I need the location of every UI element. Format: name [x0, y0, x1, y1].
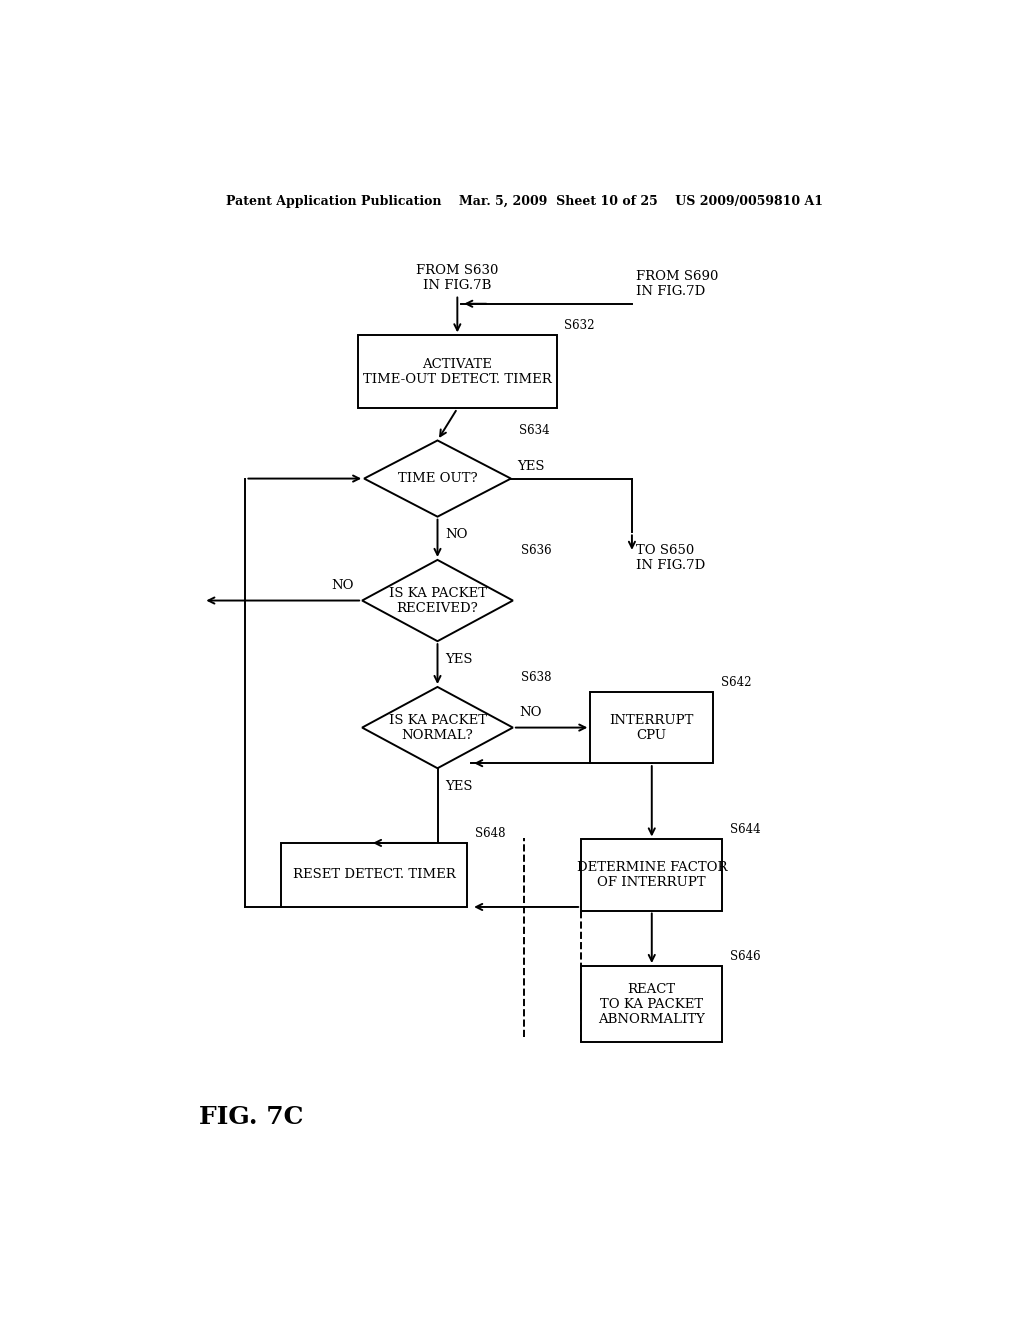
Text: RESET DETECT. TIMER: RESET DETECT. TIMER	[293, 869, 456, 882]
FancyBboxPatch shape	[582, 966, 722, 1043]
Text: IS KA PACKET
RECEIVED?: IS KA PACKET RECEIVED?	[388, 586, 486, 615]
Text: NO: NO	[332, 578, 354, 591]
Text: YES: YES	[445, 780, 473, 793]
Text: S644: S644	[730, 824, 761, 837]
Text: S638: S638	[521, 671, 551, 684]
Text: INTERRUPT
CPU: INTERRUPT CPU	[609, 714, 694, 742]
FancyBboxPatch shape	[281, 843, 467, 907]
FancyBboxPatch shape	[582, 840, 722, 911]
Text: Patent Application Publication    Mar. 5, 2009  Sheet 10 of 25    US 2009/005981: Patent Application Publication Mar. 5, 2…	[226, 194, 823, 207]
Text: FROM S690
IN FIG.7D: FROM S690 IN FIG.7D	[636, 271, 718, 298]
FancyBboxPatch shape	[590, 692, 714, 763]
Text: DETERMINE FACTOR
OF INTERRUPT: DETERMINE FACTOR OF INTERRUPT	[577, 861, 727, 888]
Text: REACT
TO KA PACKET
ABNORMALITY: REACT TO KA PACKET ABNORMALITY	[598, 982, 706, 1026]
Text: S634: S634	[519, 425, 550, 437]
Polygon shape	[362, 560, 513, 642]
Text: NO: NO	[445, 528, 468, 541]
Text: S636: S636	[521, 544, 552, 557]
Text: ACTIVATE
TIME-OUT DETECT. TIMER: ACTIVATE TIME-OUT DETECT. TIMER	[362, 358, 552, 385]
Text: YES: YES	[517, 459, 545, 473]
FancyBboxPatch shape	[358, 335, 557, 408]
Text: TO S650
IN FIG.7D: TO S650 IN FIG.7D	[636, 544, 706, 572]
Text: FROM S630
IN FIG.7B: FROM S630 IN FIG.7B	[416, 264, 499, 292]
Polygon shape	[365, 441, 511, 516]
Text: YES: YES	[445, 653, 473, 667]
Text: S632: S632	[564, 319, 595, 333]
Text: FIG. 7C: FIG. 7C	[200, 1105, 304, 1129]
Text: S642: S642	[721, 676, 752, 689]
Polygon shape	[362, 686, 513, 768]
Text: S648: S648	[475, 826, 506, 840]
Text: IS KA PACKET
NORMAL?: IS KA PACKET NORMAL?	[388, 714, 486, 742]
Text: TIME OUT?: TIME OUT?	[397, 473, 477, 484]
Text: NO: NO	[519, 706, 542, 719]
Text: S646: S646	[730, 950, 761, 962]
